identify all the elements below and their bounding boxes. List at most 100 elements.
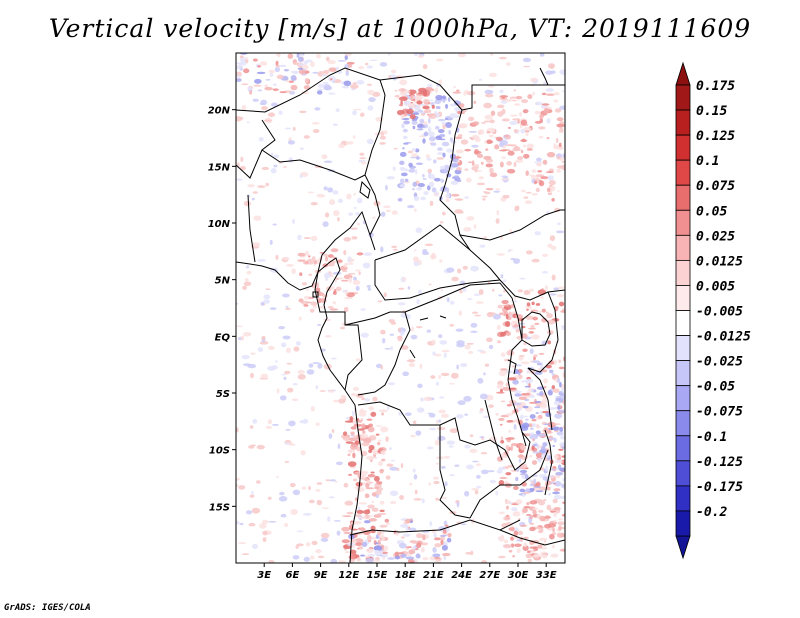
lon-tick-label: 30E (508, 570, 529, 581)
velocity-patch (270, 102, 278, 107)
velocity-patch (494, 144, 500, 150)
velocity-patch (535, 430, 541, 435)
velocity-patch (436, 157, 445, 160)
velocity-patch (500, 178, 510, 181)
velocity-patch (399, 495, 405, 500)
velocity-patch (244, 278, 249, 282)
velocity-patch (411, 326, 415, 332)
velocity-patch (415, 325, 423, 329)
border-libya-egypt (461, 84, 565, 111)
velocity-patch (529, 414, 536, 419)
velocity-patch (514, 364, 522, 367)
velocity-patch (405, 546, 412, 549)
velocity-patch (380, 246, 384, 253)
velocity-patch (538, 136, 544, 139)
velocity-patch (509, 120, 518, 125)
velocity-patch (558, 525, 562, 531)
velocity-patch (546, 136, 550, 140)
velocity-patch (547, 243, 553, 248)
velocity-patch (466, 216, 475, 221)
velocity-patch (373, 475, 380, 482)
velocity-patch (489, 172, 498, 178)
velocity-patch (557, 222, 561, 226)
velocity-patch (470, 330, 478, 334)
velocity-patch (558, 448, 564, 451)
velocity-patch (547, 340, 551, 345)
velocity-patch (239, 522, 244, 526)
velocity-patch (245, 510, 253, 515)
velocity-patch (559, 105, 565, 110)
velocity-patch (324, 334, 332, 338)
velocity-patch (413, 112, 420, 115)
velocity-patch (524, 385, 531, 388)
velocity-patch (408, 168, 416, 173)
velocity-patch (525, 315, 534, 320)
velocity-patch (276, 388, 280, 394)
velocity-patch (360, 418, 364, 422)
velocity-patch (246, 121, 250, 124)
velocity-patch (505, 505, 509, 510)
velocity-patch (498, 480, 505, 486)
velocity-patch (304, 78, 309, 84)
velocity-patch (355, 542, 363, 546)
velocity-patch (264, 86, 273, 91)
lon-tick-label: 18E (395, 570, 416, 581)
velocity-patch (440, 289, 444, 292)
velocity-patch (432, 553, 441, 558)
velocity-patch (327, 306, 334, 309)
velocity-patch (483, 372, 486, 376)
velocity-patch (486, 131, 491, 134)
velocity-patch (253, 84, 262, 87)
grads-credit: GrADS: IGES/COLA (4, 603, 91, 613)
velocity-patch (260, 301, 265, 306)
velocity-patch (552, 445, 556, 447)
velocity-patch (513, 424, 517, 430)
velocity-patch (539, 53, 545, 57)
velocity-patch (499, 476, 508, 480)
velocity-patch (456, 340, 465, 346)
velocity-patch (315, 422, 320, 426)
velocity-patch (346, 292, 355, 298)
velocity-patch (437, 129, 445, 134)
velocity-patch (496, 253, 505, 256)
velocity-patch (495, 188, 501, 191)
velocity-patch (485, 93, 494, 98)
velocity-patch (499, 423, 503, 426)
velocity-patch (431, 339, 436, 345)
velocity-patch (303, 60, 309, 65)
velocity-patch (405, 556, 415, 560)
velocity-patch (522, 415, 528, 418)
coastline-west (236, 257, 363, 563)
velocity-patch (285, 428, 291, 431)
velocity-patch (464, 148, 471, 152)
velocity-patch (299, 174, 303, 179)
velocity-patch (297, 234, 302, 241)
velocity-patch (518, 354, 525, 357)
velocity-patch (505, 331, 511, 337)
velocity-patch (439, 165, 446, 170)
velocity-patch (267, 112, 276, 118)
velocity-patch (332, 301, 336, 305)
velocity-patch (529, 174, 535, 177)
velocity-patch (354, 440, 360, 445)
velocity-patch (447, 532, 452, 538)
velocity-patch (517, 530, 524, 536)
velocity-patch (509, 144, 517, 147)
lake-chad (359, 180, 371, 199)
velocity-patch (330, 273, 334, 278)
velocity-patch (438, 79, 443, 86)
lon-tick-label: 24E (451, 570, 472, 581)
velocity-patch (243, 281, 252, 287)
velocity-patch (524, 130, 530, 133)
velocity-patch (526, 550, 531, 554)
velocity-patch (279, 91, 287, 94)
velocity-patch (554, 108, 562, 113)
velocity-patch (495, 412, 500, 416)
velocity-patch (481, 195, 488, 198)
velocity-patch (414, 169, 418, 175)
velocity-patch (475, 301, 484, 304)
velocity-patch (550, 553, 559, 558)
velocity-patch (236, 75, 242, 78)
velocity-patch (404, 168, 408, 172)
velocity-patch (269, 239, 273, 245)
